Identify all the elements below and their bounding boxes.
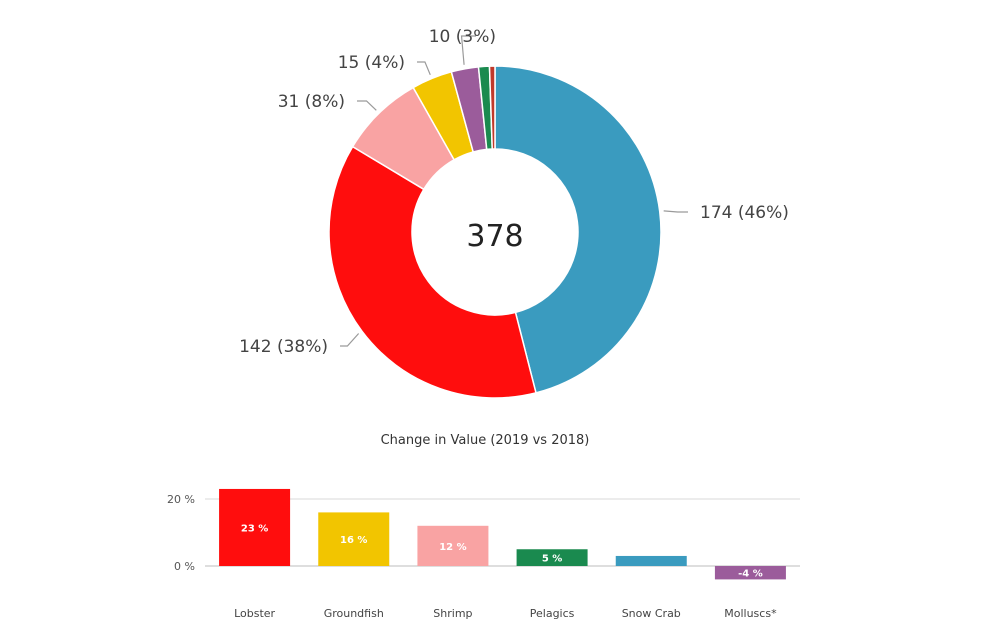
bar	[615, 555, 687, 566]
bar-chart: 0 % 20 % 23 % Lobster 16 % Groundfish 12 % Shri…	[167, 488, 800, 620]
donut-chart: 174 (46%) 142 (38%) 31 (8%) 15 (4%) 10 (3%)	[239, 27, 789, 399]
bar-value-label: 23 %	[241, 523, 268, 534]
bar	[516, 549, 588, 566]
x-tick-label: Shrimp	[433, 607, 472, 620]
x-tick-label: Groundfish	[324, 607, 384, 620]
bar-value-label: 12 %	[439, 542, 466, 553]
slice-label: 31 (8%)	[278, 92, 345, 112]
bar	[714, 566, 786, 580]
leader-line	[460, 35, 476, 65]
x-tick-label: Lobster	[234, 607, 275, 620]
bar-value-label: 5 %	[542, 554, 562, 565]
bar	[219, 488, 291, 566]
bar-value-label: -4 %	[738, 569, 763, 580]
donut-slice	[494, 65, 662, 394]
bar	[417, 525, 489, 566]
x-tick-label: Snow Crab	[622, 607, 681, 620]
donut-total: 378	[466, 219, 523, 254]
donut-slice	[488, 65, 496, 150]
slice-label: 15 (4%)	[338, 53, 405, 73]
slice-label: 142 (38%)	[239, 337, 328, 357]
y-tick-label: 0 %	[174, 560, 195, 573]
slice-label: 10 (3%)	[429, 27, 496, 47]
leader-line	[340, 333, 360, 347]
x-tick-label: Pelagics	[530, 607, 575, 620]
leader-line	[357, 100, 377, 111]
leader-line	[663, 210, 688, 213]
bar-value-label: 16 %	[340, 535, 367, 546]
x-tick-label: Molluscs*	[724, 607, 777, 620]
donut-slice	[328, 145, 537, 399]
y-tick-label: 20 %	[167, 493, 195, 506]
slice-label: 174 (46%)	[700, 203, 789, 223]
leader-line	[417, 61, 431, 76]
bar-chart-title: Change in Value (2019 vs 2018)	[381, 433, 590, 448]
bar	[318, 512, 390, 566]
